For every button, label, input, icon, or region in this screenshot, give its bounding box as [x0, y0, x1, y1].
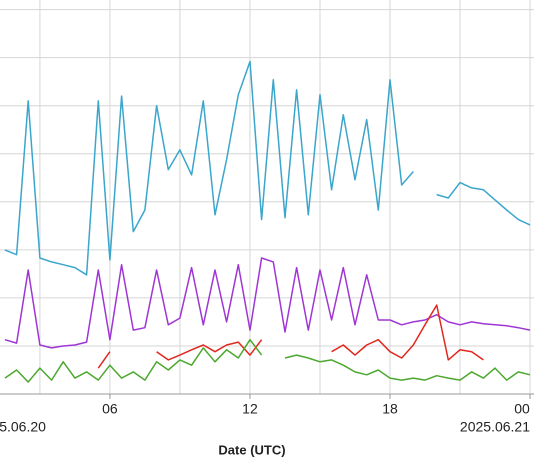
x-tick-label: 12 — [242, 401, 258, 417]
plot — [4, 60, 531, 383]
x-tick-label: 00 — [514, 401, 530, 417]
x-tick-label: 06 — [102, 401, 118, 417]
date-label: 2025.06.20 — [0, 419, 46, 435]
x-tick-label: 18 — [382, 401, 398, 417]
series-line — [4, 338, 531, 383]
x-axis-label: Date (UTC) — [218, 442, 285, 457]
series-line — [4, 257, 531, 349]
series-line — [98, 305, 506, 370]
grid — [0, 0, 534, 395]
date-label: 2025.06.21 — [460, 419, 530, 435]
series-line — [4, 60, 531, 276]
